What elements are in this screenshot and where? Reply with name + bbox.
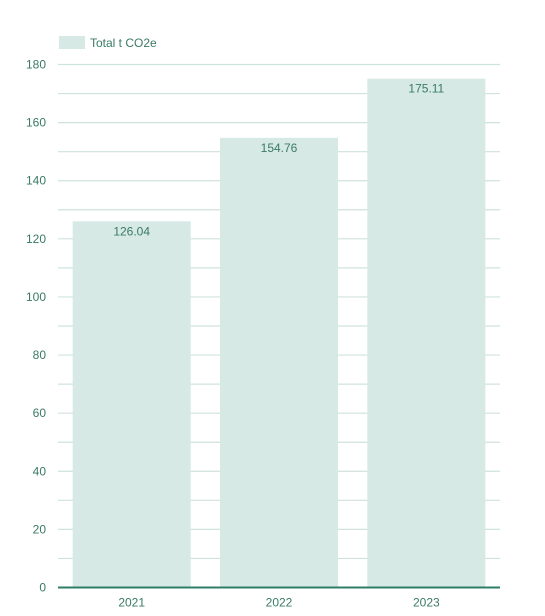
y-tick-label: 40 — [33, 464, 47, 478]
y-tick-label: 20 — [33, 522, 47, 536]
x-tick-label-2022: 2022 — [266, 596, 293, 610]
y-tick-label: 60 — [33, 406, 47, 420]
bars — [72, 78, 486, 588]
x-tick-label-2021: 2021 — [118, 596, 145, 610]
y-tick-label: 160 — [26, 116, 46, 130]
y-tick-label: 0 — [39, 581, 46, 595]
y-tick-label: 80 — [33, 348, 47, 362]
y-axis-tick-labels: 0 20 40 60 80 100 120 140 160 180 — [26, 58, 46, 595]
bar-2023 — [367, 78, 486, 588]
y-tick-label: 180 — [26, 58, 46, 72]
legend-swatch — [59, 36, 85, 49]
data-label-2023: 175.11 — [408, 82, 444, 96]
y-tick-label: 100 — [26, 290, 46, 304]
x-tick-label-2023: 2023 — [413, 596, 440, 610]
x-axis-tick-labels: 2021 2022 2023 — [118, 596, 440, 610]
y-tick-label: 120 — [26, 232, 46, 246]
data-labels: 126.04 154.76 175.11 — [113, 82, 444, 239]
legend: Total t CO2e — [59, 36, 157, 50]
bar-2021 — [72, 221, 191, 588]
data-label-2022: 154.76 — [261, 141, 298, 155]
legend-label: Total t CO2e — [90, 36, 157, 50]
bar-2022 — [220, 137, 338, 588]
data-label-2021: 126.04 — [113, 224, 150, 238]
y-tick-label: 140 — [26, 174, 46, 188]
